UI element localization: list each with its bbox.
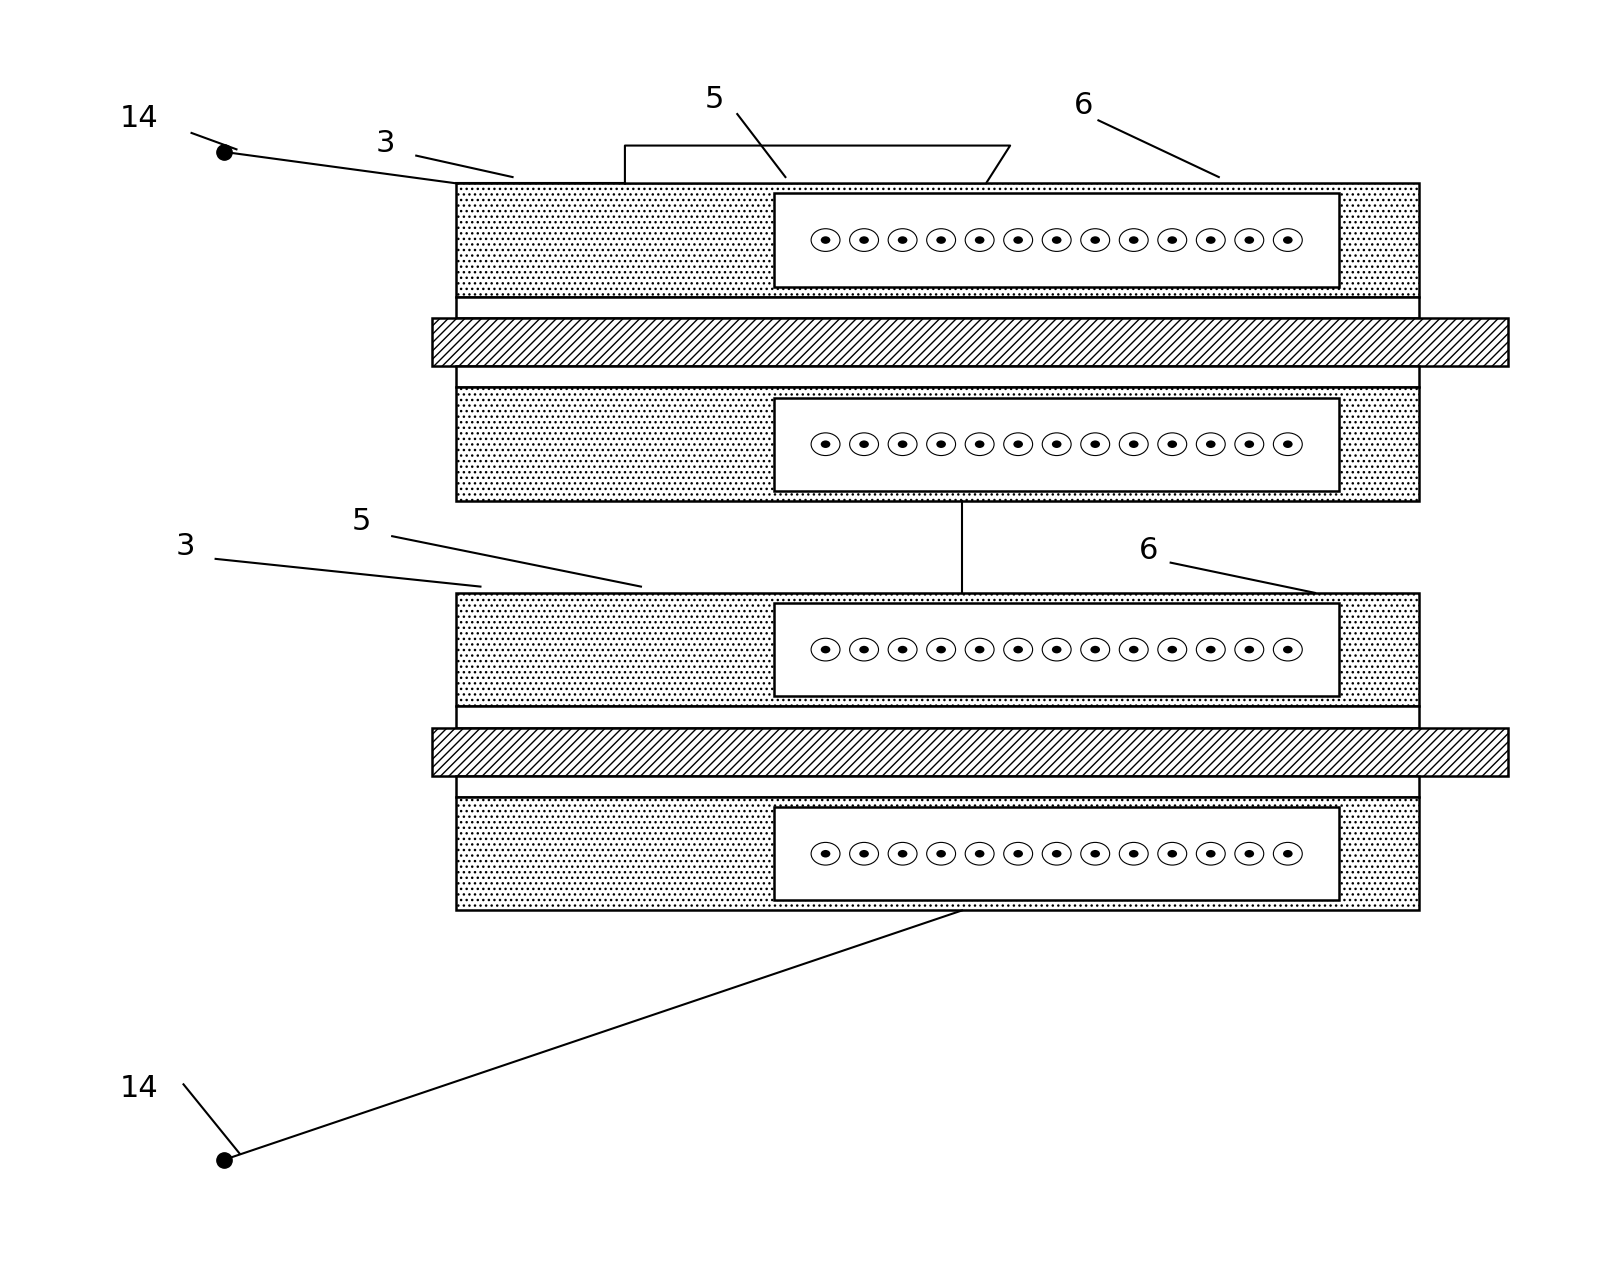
Circle shape: [975, 236, 984, 243]
Circle shape: [1167, 850, 1177, 857]
Bar: [457, 592, 1420, 706]
Text: 3: 3: [376, 129, 395, 158]
Circle shape: [1052, 646, 1062, 654]
Circle shape: [936, 850, 945, 857]
Text: 14: 14: [120, 103, 159, 132]
Bar: [774, 194, 1339, 287]
Circle shape: [1128, 850, 1138, 857]
Circle shape: [1090, 441, 1099, 448]
Circle shape: [1206, 850, 1216, 857]
Circle shape: [1206, 441, 1216, 448]
Circle shape: [1052, 236, 1062, 243]
Circle shape: [821, 441, 831, 448]
Circle shape: [936, 236, 945, 243]
Circle shape: [1013, 236, 1023, 243]
Circle shape: [1090, 646, 1099, 654]
Circle shape: [1282, 441, 1292, 448]
Circle shape: [821, 850, 831, 857]
Bar: [457, 183, 1420, 297]
Text: 14: 14: [120, 1074, 159, 1103]
Circle shape: [936, 441, 945, 448]
Circle shape: [1245, 441, 1255, 448]
Bar: [774, 603, 1339, 696]
Circle shape: [936, 646, 945, 654]
Bar: [432, 318, 1507, 366]
Circle shape: [860, 646, 869, 654]
Circle shape: [975, 441, 984, 448]
Circle shape: [975, 646, 984, 654]
Circle shape: [1282, 850, 1292, 857]
Circle shape: [860, 236, 869, 243]
Text: 3: 3: [175, 533, 194, 561]
Circle shape: [899, 236, 907, 243]
Circle shape: [1013, 441, 1023, 448]
Circle shape: [1282, 646, 1292, 654]
Circle shape: [1052, 850, 1062, 857]
Bar: [457, 387, 1420, 501]
Bar: [457, 706, 1420, 727]
Circle shape: [975, 850, 984, 857]
Circle shape: [821, 646, 831, 654]
Circle shape: [1090, 850, 1099, 857]
Circle shape: [860, 441, 869, 448]
Text: 5: 5: [706, 85, 725, 113]
Circle shape: [1013, 850, 1023, 857]
Circle shape: [899, 646, 907, 654]
Circle shape: [1167, 441, 1177, 448]
Circle shape: [1206, 236, 1216, 243]
Circle shape: [1052, 441, 1062, 448]
Circle shape: [1128, 236, 1138, 243]
Circle shape: [1167, 236, 1177, 243]
Circle shape: [1282, 236, 1292, 243]
Circle shape: [1245, 850, 1255, 857]
Circle shape: [1013, 646, 1023, 654]
Circle shape: [1206, 646, 1216, 654]
Circle shape: [1090, 236, 1099, 243]
Circle shape: [1245, 646, 1255, 654]
Circle shape: [1167, 646, 1177, 654]
Bar: [774, 808, 1339, 901]
Circle shape: [821, 236, 831, 243]
Bar: [457, 297, 1420, 318]
Polygon shape: [625, 145, 1010, 183]
Bar: [457, 798, 1420, 911]
Circle shape: [1128, 441, 1138, 448]
Text: 5: 5: [351, 507, 371, 536]
Circle shape: [1128, 646, 1138, 654]
Circle shape: [899, 441, 907, 448]
Circle shape: [899, 850, 907, 857]
Bar: [774, 397, 1339, 490]
Text: 6: 6: [1138, 536, 1158, 564]
Bar: [457, 776, 1420, 798]
Circle shape: [860, 850, 869, 857]
Text: 6: 6: [1075, 90, 1094, 120]
Circle shape: [1245, 236, 1255, 243]
Bar: [432, 727, 1507, 776]
Bar: [457, 366, 1420, 387]
